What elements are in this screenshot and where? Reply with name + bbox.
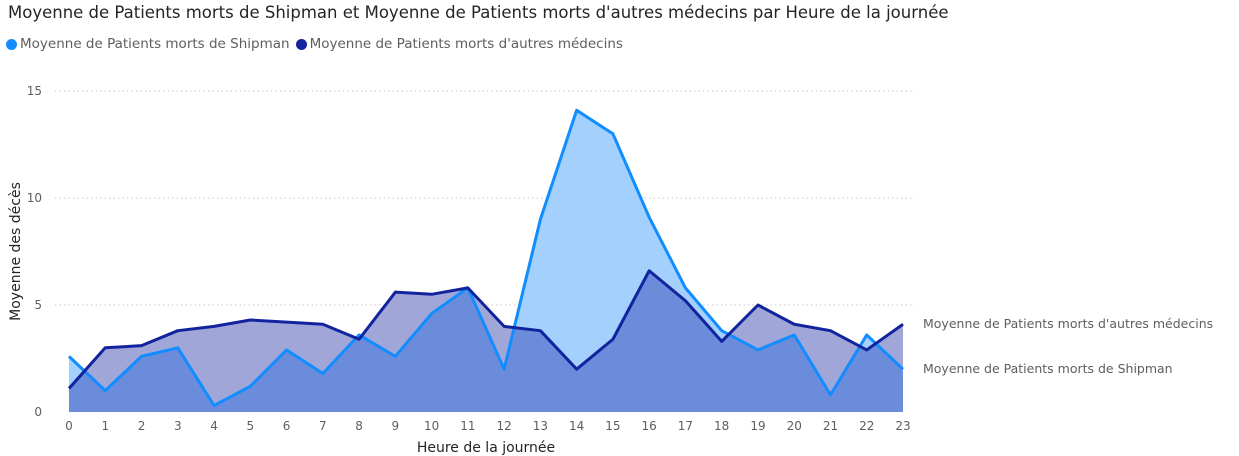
- legend-marker-shipman: [6, 38, 17, 50]
- legend-label-shipman: Moyenne de Patients morts de Shipman: [20, 36, 290, 52]
- y-tick-label: 0: [34, 405, 42, 419]
- legend-marker-autres: [295, 38, 307, 50]
- x-tick-label: 15: [605, 419, 620, 433]
- x-tick-label: 13: [533, 419, 548, 433]
- x-axis-ticks: 0 1 2 3 4 5 6 7 8 9 10 11 12 13 14 15 16 17 18 19 20 21 22 23: [65, 419, 910, 433]
- x-tick-label: 16: [642, 419, 657, 433]
- x-tick-label: 18: [714, 419, 729, 433]
- line-autres[interactable]: [67, 269, 904, 390]
- x-tick-label: 6: [283, 419, 291, 433]
- line-shipman[interactable]: [67, 108, 905, 408]
- y-axis-ticks: 0 5 10 15: [27, 84, 42, 419]
- x-tick-label: 12: [496, 419, 511, 433]
- x-tick-label: 8: [355, 419, 363, 433]
- y-axis-title: Moyenne des décès: [8, 182, 24, 321]
- x-tick-label: 10: [424, 419, 439, 433]
- x-tick-label: 4: [210, 419, 218, 433]
- legend: Moyenne de Patients morts de Shipman Moy…: [6, 36, 629, 52]
- area-overlap: [69, 270, 903, 412]
- legend-label-autres: Moyenne de Patients morts d'autres médec…: [309, 36, 623, 52]
- x-tick-label: 17: [678, 419, 693, 433]
- legend-item-autres[interactable]: Moyenne de Patients morts d'autres médec…: [295, 36, 623, 52]
- y-tick-label: 5: [34, 298, 42, 312]
- gridlines: [55, 90, 915, 306]
- x-tick-label: 1: [101, 419, 109, 433]
- x-tick-label: 2: [138, 419, 146, 433]
- y-tick-label: 10: [27, 191, 42, 205]
- series-lines: [67, 108, 905, 408]
- x-tick-label: 23: [895, 419, 910, 433]
- x-tick-label: 14: [569, 419, 584, 433]
- series-areas: [69, 110, 903, 412]
- x-tick-label: 3: [174, 419, 182, 433]
- x-tick-label: 5: [246, 419, 254, 433]
- x-tick-label: 0: [65, 419, 73, 433]
- end-label-autres: Moyenne de Patients morts d'autres médec…: [923, 316, 1213, 331]
- x-tick-label: 22: [859, 419, 874, 433]
- x-tick-label: 11: [460, 419, 475, 433]
- x-tick-label: 21: [823, 419, 838, 433]
- chart-title: Moyenne de Patients morts de Shipman et …: [8, 3, 949, 22]
- x-tick-label: 20: [787, 419, 802, 433]
- legend-item-shipman[interactable]: Moyenne de Patients morts de Shipman: [6, 36, 290, 52]
- x-tick-label: 7: [319, 419, 327, 433]
- end-label-shipman: Moyenne de Patients morts de Shipman: [923, 361, 1173, 376]
- x-axis-title: Heure de la journée: [417, 440, 555, 456]
- y-tick-label: 15: [27, 84, 42, 98]
- x-tick-label: 19: [750, 419, 765, 433]
- x-tick-label: 9: [392, 419, 400, 433]
